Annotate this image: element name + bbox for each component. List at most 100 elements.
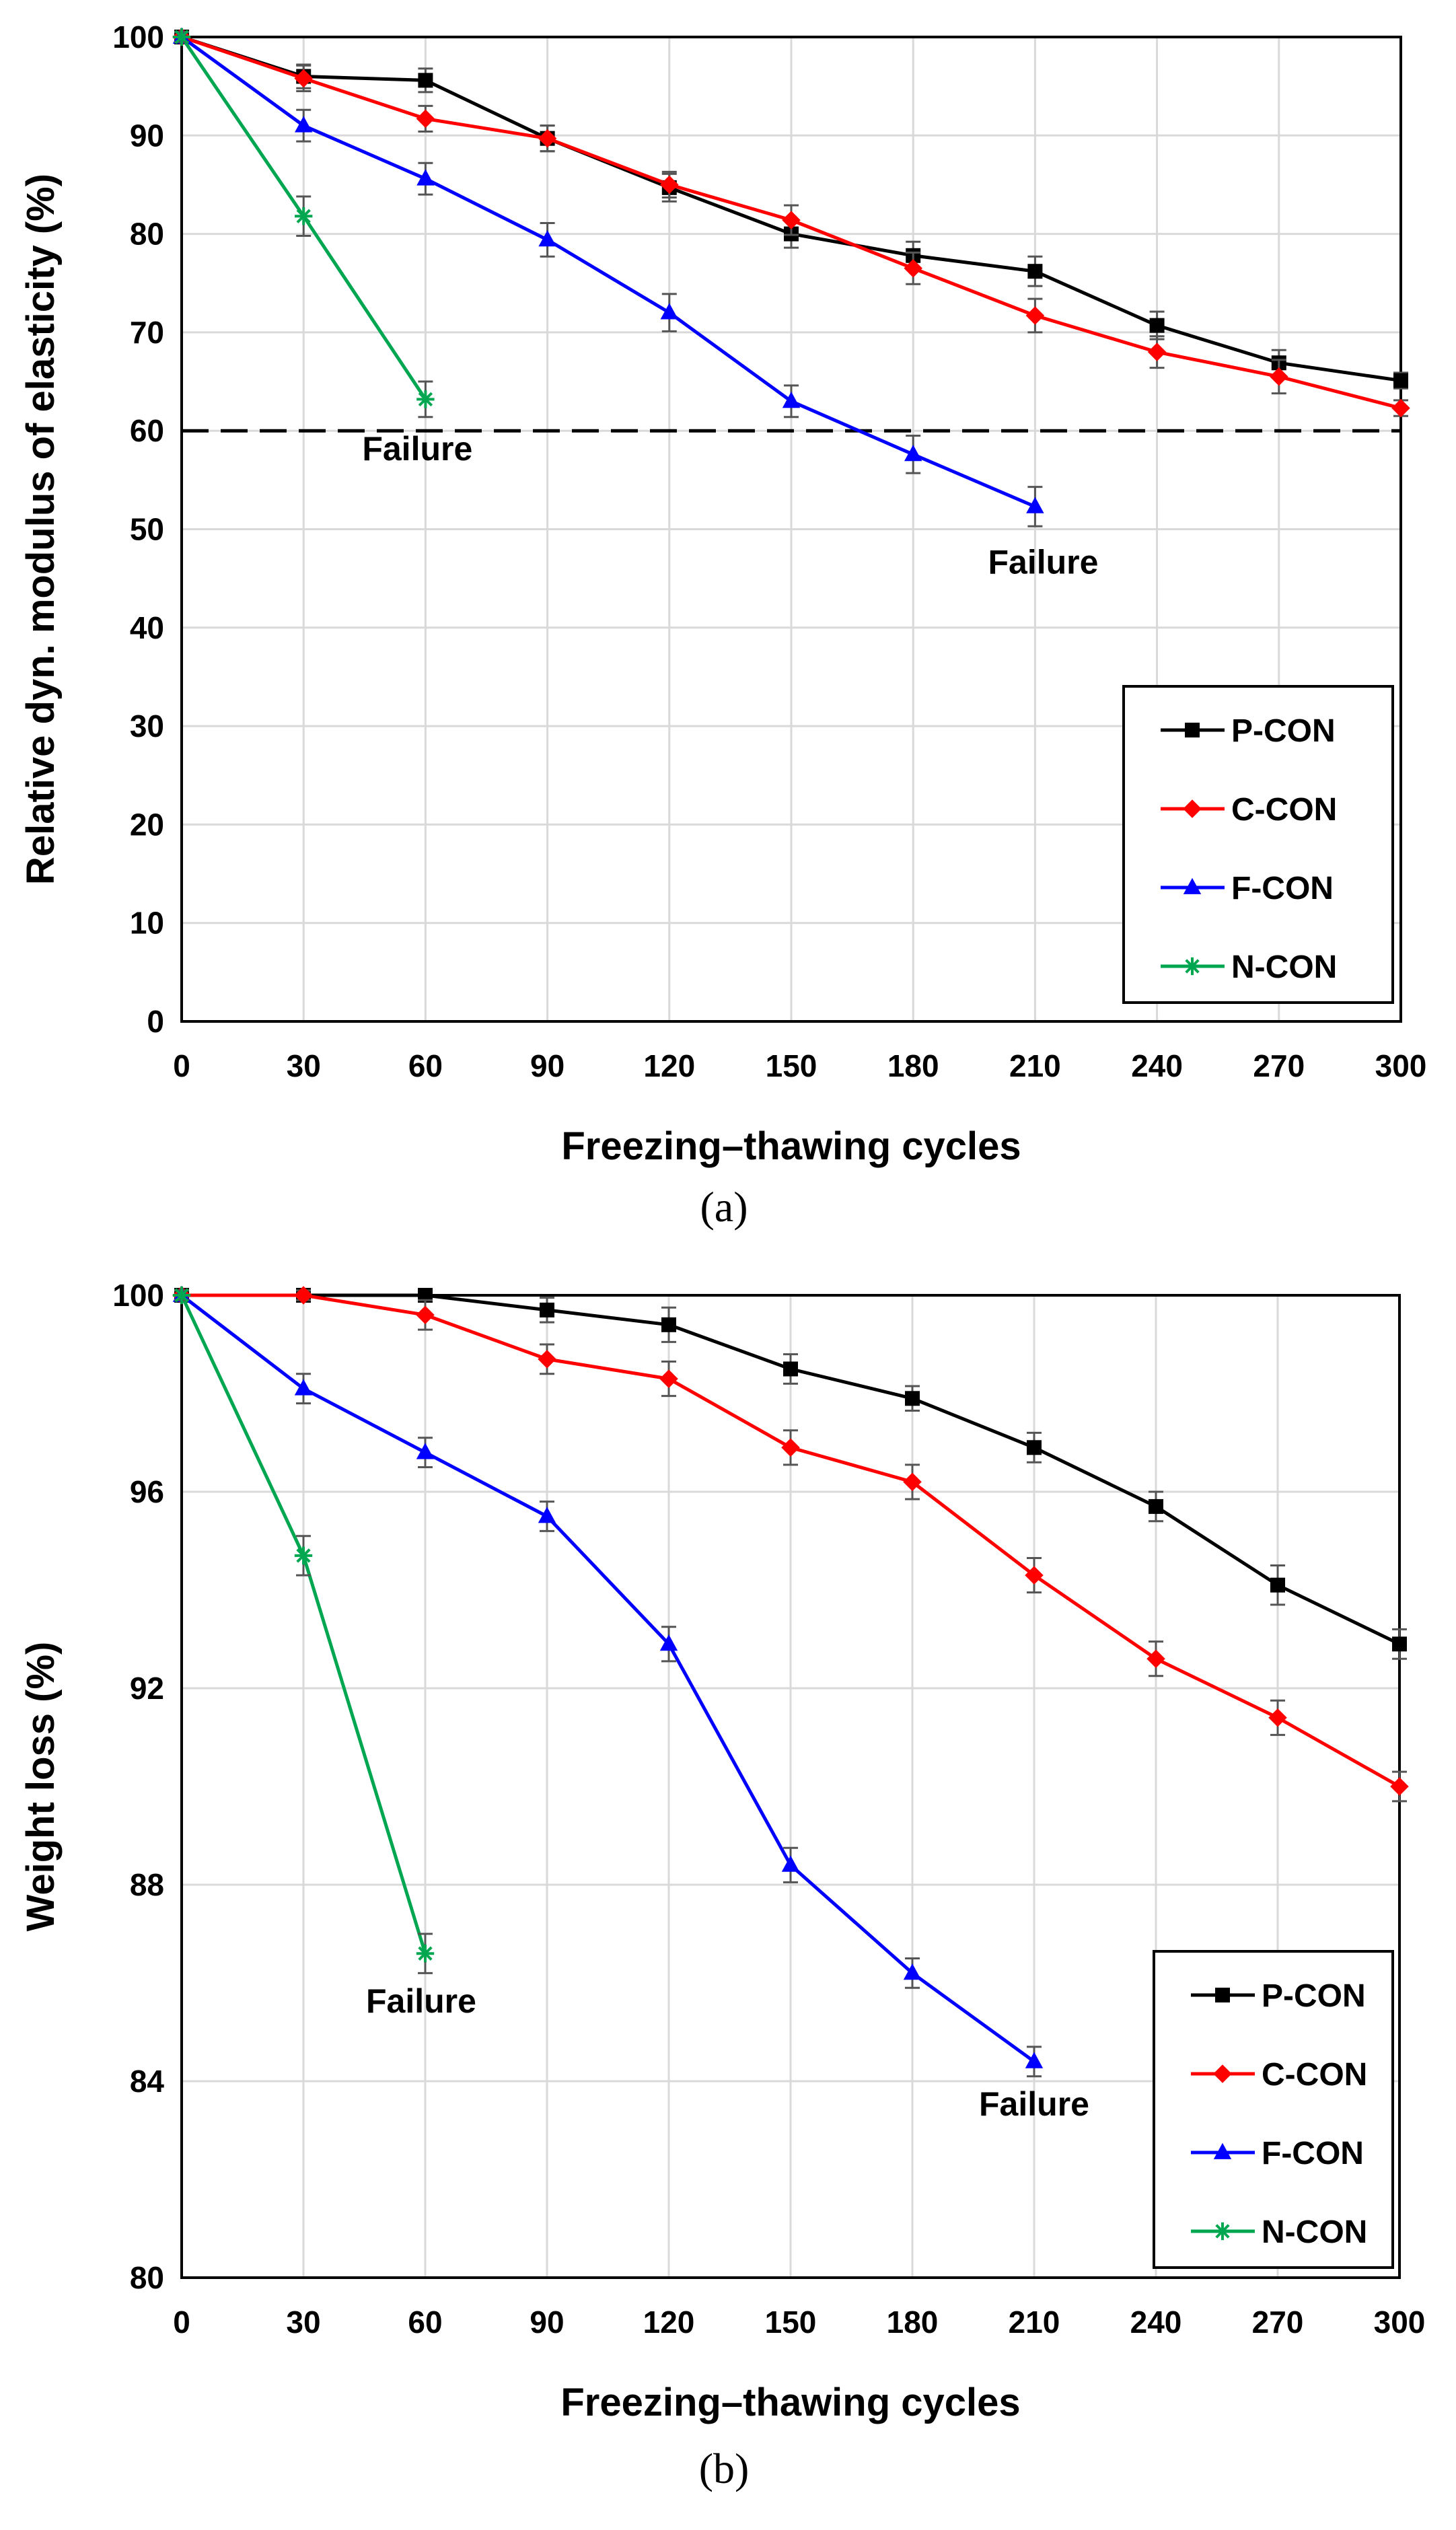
chart-panel-a: 0 30 60 90 120 150 180 210 240 270 300 0 10 20 30 40 50 6…: [19, 20, 1426, 1168]
series-line: [180, 35, 1036, 509]
data-point: [416, 1305, 435, 1324]
data-point: [781, 1438, 800, 1457]
legend-marker: [1215, 1988, 1230, 2002]
legend-marker: [1213, 2142, 1232, 2159]
data-point: [538, 129, 557, 148]
series-c-con: [172, 1286, 1409, 1803]
x-tick-label: 180: [887, 2305, 939, 2340]
panel-label: (a): [700, 1183, 748, 1231]
data-point: [1149, 1498, 1163, 1514]
data-point: [294, 1379, 313, 1396]
data-point: [416, 169, 435, 186]
data-point: [172, 1286, 191, 1305]
data-point: [295, 207, 313, 225]
legend-marker: [1213, 2222, 1232, 2241]
x-tick-label: 60: [408, 1048, 443, 1083]
legend: P-CON C-CON F-CON N-CON: [1122, 685, 1394, 1004]
data-point: [538, 230, 556, 247]
data-point: [1027, 1440, 1042, 1455]
legend-marker: [1183, 957, 1202, 976]
x-tick-label: 210: [1009, 2305, 1060, 2340]
series-f-con: [172, 27, 1044, 528]
x-tick-label: 240: [1131, 1048, 1183, 1083]
legend-item-f-con: F-CON: [1161, 871, 1334, 906]
data-point: [538, 1507, 556, 1523]
legend-item-c-con: C-CON: [1161, 792, 1337, 828]
data-point: [1025, 1566, 1044, 1585]
legend: P-CON C-CON F-CON N-CON: [1153, 1950, 1394, 2269]
y-tick-label: 40: [130, 610, 164, 645]
x-tick-label: 270: [1253, 1048, 1305, 1083]
data-point: [1147, 342, 1167, 361]
data-point: [660, 303, 678, 320]
x-tick-label: 300: [1375, 1048, 1427, 1083]
y-tick-label: 100: [112, 20, 164, 55]
x-tick-label: 120: [643, 1048, 695, 1083]
data-point: [1392, 1636, 1407, 1652]
legend-item-p-con: P-CON: [1161, 713, 1336, 749]
data-point: [540, 1302, 554, 1317]
y-tick-label: 92: [130, 1671, 164, 1706]
data-point: [1270, 367, 1288, 386]
y-axis-title: Relative dyn. modulus of elasticity (%): [19, 174, 63, 885]
data-point: [416, 109, 435, 129]
data-point: [172, 28, 191, 46]
legend-box: [1122, 685, 1394, 1004]
data-point: [1027, 264, 1043, 279]
legend-label: P-CON: [1262, 1978, 1366, 2014]
legend-marker: [1213, 2064, 1232, 2083]
data-point: [1025, 2052, 1044, 2068]
legend-item-p-con: P-CON: [1191, 1978, 1366, 2014]
legend-label: C-CON: [1231, 792, 1337, 828]
series-f-con: [172, 1285, 1044, 2078]
y-tick-label: 96: [130, 1474, 164, 1509]
legend-label: N-CON: [1262, 2214, 1367, 2250]
series-line: [180, 1294, 1035, 2063]
x-axis-title: Freezing–thawing cycles: [560, 2381, 1020, 2424]
x-tick-label: 0: [173, 1048, 190, 1083]
y-tick-label: 10: [130, 906, 164, 941]
data-point: [294, 1286, 313, 1305]
failure-label: Failure: [362, 430, 472, 468]
data-point: [416, 390, 435, 408]
y-tick-label: 88: [130, 1867, 164, 1902]
data-point: [294, 1546, 313, 1565]
series-n-con: [172, 1286, 435, 1974]
data-point: [294, 69, 313, 88]
legend-item-n-con: N-CON: [1191, 2214, 1367, 2250]
data-point: [1025, 306, 1045, 325]
x-tick-label: 0: [173, 2305, 190, 2340]
legend-label: C-CON: [1262, 2057, 1367, 2093]
x-tick-label: 60: [408, 2305, 442, 2340]
data-point: [782, 392, 801, 408]
data-point: [659, 1634, 678, 1651]
x-tick-label: 180: [887, 1048, 939, 1083]
data-point: [782, 211, 801, 229]
x-tick-label: 150: [766, 1048, 817, 1083]
legend-label: F-CON: [1262, 2136, 1364, 2171]
data-point: [661, 1317, 676, 1332]
data-point: [1270, 1577, 1285, 1593]
y-tick-label: 50: [130, 512, 164, 547]
chart-panel-b: 0 30 60 90 120 150 180 210 240 270 300 80 84 88 92 96 10…: [19, 1278, 1425, 2424]
x-tick-label: 210: [1009, 1048, 1061, 1083]
x-axis-title: Freezing–thawing cycles: [561, 1124, 1021, 1168]
legend-label: F-CON: [1231, 871, 1334, 906]
x-tick-label: 150: [765, 2305, 817, 2340]
data-point: [418, 1288, 433, 1303]
plot-border: [180, 36, 1402, 1023]
data-point: [904, 259, 922, 278]
data-point: [659, 1369, 678, 1388]
legend-item-n-con: N-CON: [1161, 949, 1337, 985]
legend-marker: [1185, 723, 1200, 737]
legend-item-f-con: F-CON: [1191, 2136, 1364, 2171]
x-tick-label: 30: [287, 1048, 321, 1083]
y-axis-title: Weight loss (%): [19, 1642, 63, 1932]
data-point: [416, 1443, 435, 1459]
legend-label: N-CON: [1231, 949, 1337, 985]
legend-marker: [1183, 799, 1202, 818]
x-tick-label: 30: [286, 2305, 320, 2340]
data-point: [416, 1945, 435, 1963]
